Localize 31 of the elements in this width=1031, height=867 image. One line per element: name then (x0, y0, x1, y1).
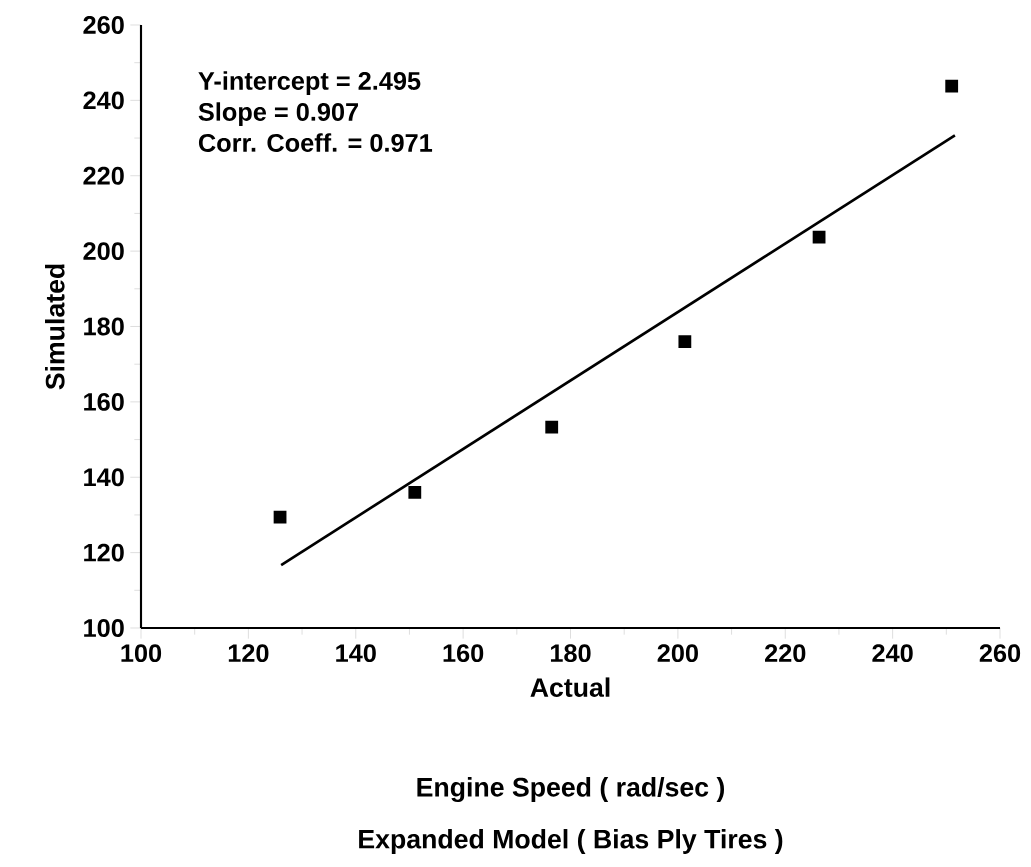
y-tick-label: 100 (84, 619, 124, 637)
point (408, 485, 422, 499)
text: Engine Speed ( rad/sec ) (417, 777, 725, 803)
text: Expanded Model ( Bias Ply Tires ) (359, 829, 783, 854)
annotation: Y-intercept = 2.495 (198, 71, 421, 95)
y-tick-label: 160 (84, 392, 124, 411)
y-axis-title: Simulated (45, 264, 65, 390)
y-tick-label: 120 (84, 543, 124, 562)
annotation: Corr. Coeff. = 0.971 (198, 133, 433, 152)
x-axis-title: Actual (530, 677, 610, 697)
x-tick-label: 240 (872, 644, 913, 663)
y-tick-label: 140 (84, 468, 124, 487)
x-tick-label: 180 (550, 644, 591, 663)
y-tick-label: 180 (84, 317, 124, 336)
y-tick-label: 200 (83, 242, 124, 261)
x-tick-label: 260 (979, 644, 1021, 663)
annotation: Slope = 0.907 (198, 102, 359, 126)
point (945, 79, 959, 93)
point (678, 335, 692, 348)
x-tick-label: 140 (336, 644, 376, 663)
y-tick-label: 240 (83, 91, 124, 110)
point (545, 420, 559, 434)
x-tick-label: 160 (443, 644, 484, 663)
point (812, 230, 826, 244)
x-tick-label: 100 (121, 644, 162, 663)
point (273, 510, 287, 524)
y-tick-label: 260 (83, 16, 124, 34)
y-tick-label: 220 (83, 166, 124, 185)
x-tick-label: 220 (765, 644, 806, 663)
x-tick-label: 120 (228, 644, 269, 663)
x-tick-label: 200 (657, 644, 698, 663)
